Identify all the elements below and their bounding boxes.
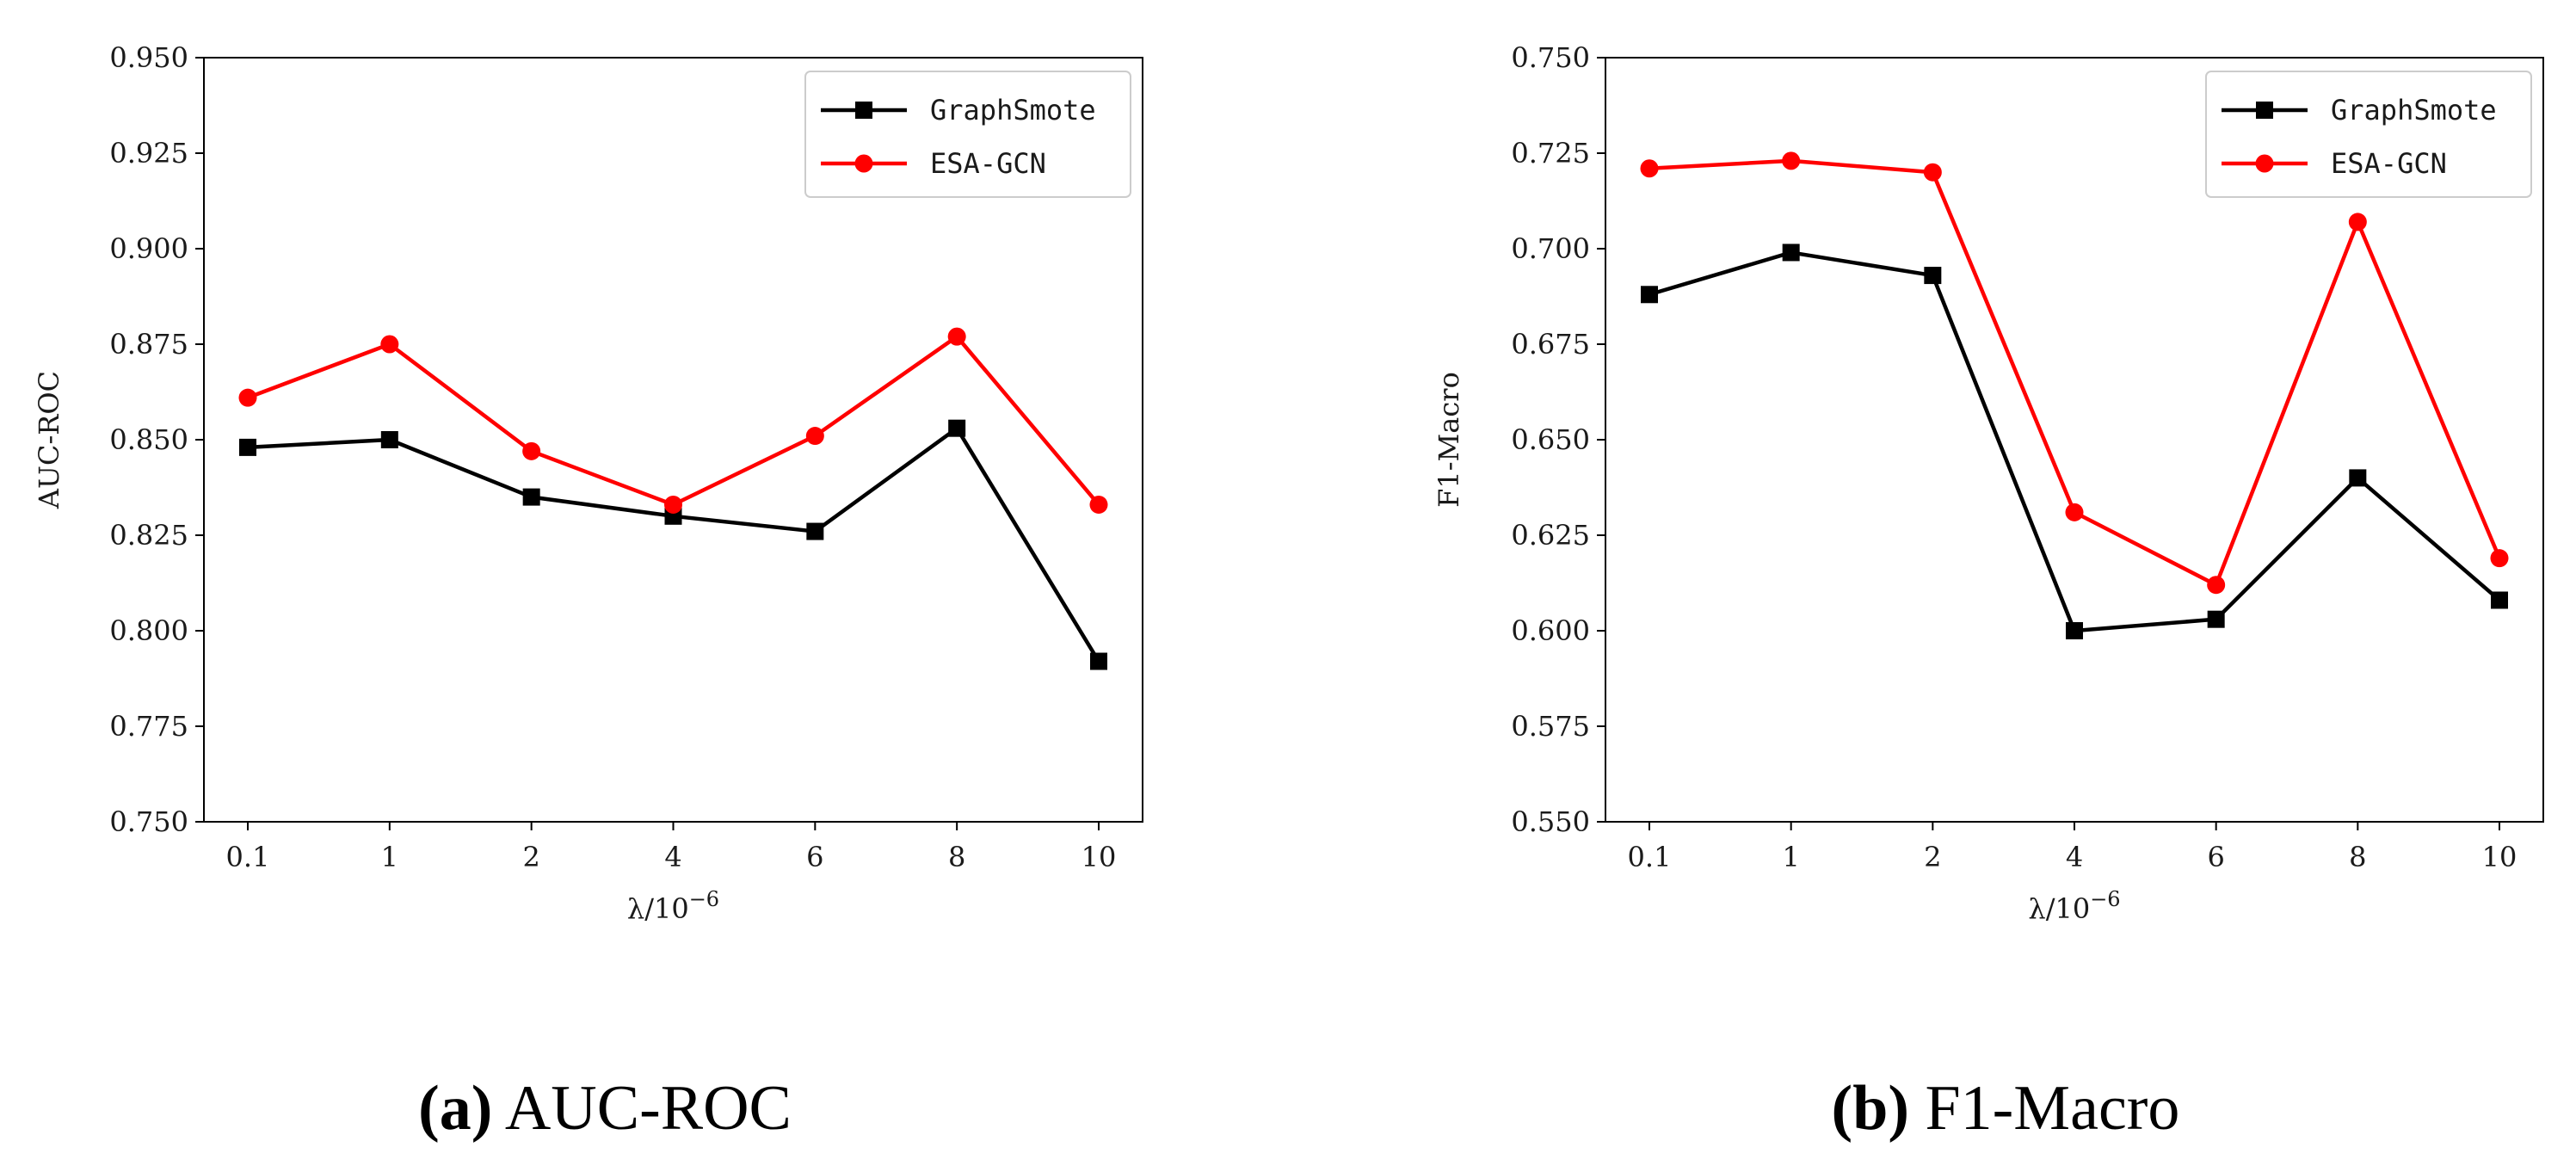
x-axis-label: λ/10−6 [627, 887, 719, 925]
data-point-square [522, 488, 540, 506]
x-tick-label: 2 [522, 841, 539, 873]
data-point-circle [2348, 213, 2367, 231]
legend-label: ESA-GCN [930, 147, 1046, 180]
x-tick-label: 10 [1082, 841, 1117, 873]
x-tick-label: 4 [664, 841, 681, 873]
x-tick-label: 6 [806, 841, 823, 873]
y-tick-label: 0.700 [1511, 232, 1590, 265]
figure-caption: (b) F1-Macro [1832, 1073, 2180, 1144]
legend-marker-square [855, 102, 872, 119]
x-axis-label: λ/10−6 [2028, 887, 2120, 925]
y-axis-label: F1-Macro [1433, 372, 1465, 508]
x-tick-label: 0.1 [226, 841, 270, 873]
y-tick-label: 0.875 [109, 328, 188, 361]
data-point-square [1924, 267, 1942, 285]
series-line-graphsmote [1649, 250, 2501, 633]
x-axis-label-base: λ/10 [2028, 892, 2090, 925]
x-tick-label: 10 [2482, 841, 2517, 873]
y-tick-label: 0.600 [1511, 614, 1590, 647]
series-line-esa-gcn [247, 334, 1100, 507]
y-tick-label: 0.625 [1511, 519, 1590, 552]
legend-marker-circle [854, 154, 873, 173]
data-point-square [2349, 469, 2367, 487]
data-point-square [1782, 244, 1800, 262]
y-tick-label: 0.900 [109, 232, 188, 265]
y-tick-label: 0.650 [1511, 423, 1590, 456]
legend-marker-circle [2255, 154, 2274, 173]
legend-marker-square [2256, 102, 2273, 119]
data-point-square [948, 419, 966, 437]
series-line-graphsmote [247, 426, 1100, 663]
legend-label: ESA-GCN [2331, 147, 2447, 180]
caption-text: AUC-ROC [492, 1073, 791, 1144]
data-point-square [806, 522, 824, 540]
chart-b: 0.550 0.575 0.600 0.625 0.650 0.675 0.700 0.725… [1433, 41, 2544, 1144]
legend-box [804, 71, 1131, 198]
data-point-square [2207, 610, 2225, 628]
data-point-circle [664, 495, 682, 514]
x-tick-label: 1 [1782, 841, 1799, 873]
y-tick-label: 0.775 [109, 710, 188, 743]
data-point-square [2491, 591, 2508, 609]
x-axis-label-exponent: −6 [2090, 887, 2120, 911]
x-axis-label-exponent: −6 [689, 887, 719, 911]
y-tick-label: 0.675 [1511, 328, 1590, 361]
data-point-circle [522, 441, 541, 460]
y-tick-label: 0.750 [109, 805, 188, 838]
data-point-circle [2490, 549, 2509, 568]
x-tick-label: 8 [948, 841, 965, 873]
data-point-circle [1923, 163, 1942, 182]
data-point-circle [380, 335, 399, 354]
x-tick-label: 0.1 [1628, 841, 1672, 873]
y-tick-label: 0.850 [109, 423, 188, 456]
data-point-circle [1782, 151, 1801, 170]
data-point-circle [1640, 159, 1659, 178]
data-point-circle [805, 427, 824, 446]
y-tick-label: 0.825 [109, 519, 188, 552]
data-point-square [239, 438, 256, 456]
legend-label: GraphSmote [2331, 94, 2497, 126]
y-tick-label: 0.925 [109, 137, 188, 170]
legend-box [2205, 71, 2532, 198]
data-point-square [1090, 652, 1107, 670]
data-point-circle [2207, 576, 2226, 595]
y-tick-label: 0.800 [109, 614, 188, 647]
y-tick-label: 0.725 [1511, 137, 1590, 170]
x-tick-label: 8 [2349, 841, 2366, 873]
chart-a: 0.750 0.775 0.800 0.825 0.850 0.875 0.900 0.925… [33, 41, 1143, 1144]
y-tick-label: 0.950 [109, 41, 188, 74]
y-axis-label: AUC-ROC [33, 371, 65, 509]
data-point-square [2066, 622, 2083, 639]
x-axis-label-base: λ/10 [627, 892, 689, 925]
x-tick-label: 6 [2207, 841, 2224, 873]
y-tick-label: 0.550 [1511, 805, 1590, 838]
x-tick-label: 2 [1924, 841, 1941, 873]
data-point-square [380, 431, 398, 448]
caption-letter: (b) [1832, 1073, 1909, 1144]
y-tick-label: 0.750 [1511, 41, 1590, 74]
data-point-square [1641, 286, 1658, 304]
x-tick-label: 4 [2066, 841, 2083, 873]
y-tick-label: 0.575 [1511, 710, 1590, 743]
caption-text: F1-Macro [1909, 1073, 2179, 1144]
x-tick-label: 1 [381, 841, 398, 873]
data-point-circle [2065, 503, 2084, 521]
data-point-circle [238, 388, 257, 407]
data-point-circle [947, 327, 966, 346]
caption-letter: (a) [418, 1073, 492, 1144]
legend-label: GraphSmote [930, 94, 1096, 126]
figure-caption: (a) AUC-ROC [418, 1073, 792, 1144]
data-point-circle [1089, 495, 1108, 514]
